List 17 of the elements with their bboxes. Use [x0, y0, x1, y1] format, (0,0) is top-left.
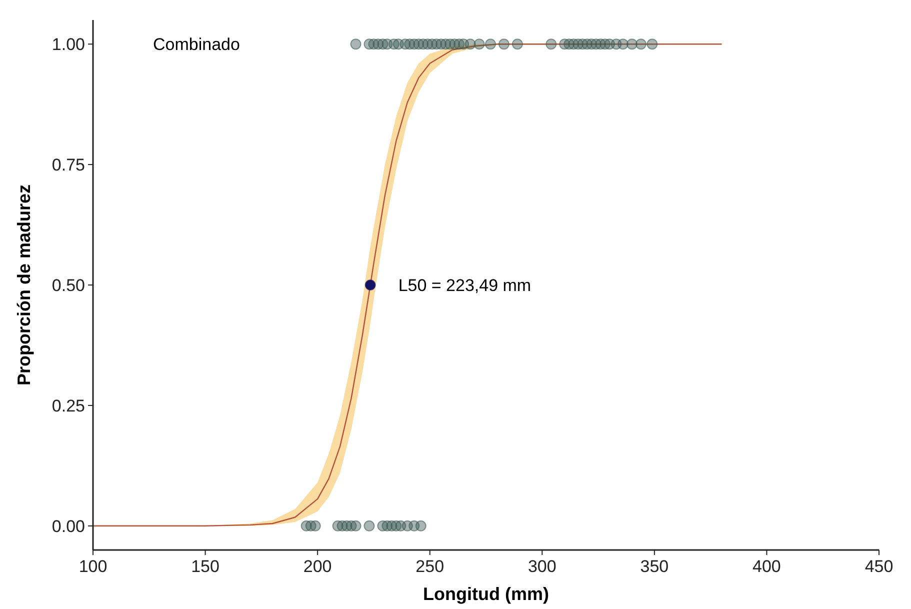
- x-tick-label: 150: [191, 557, 220, 576]
- y-tick-label: 0.25: [52, 396, 85, 416]
- x-tick-label: 350: [640, 557, 669, 576]
- y-tick-label: 0.00: [52, 516, 85, 536]
- x-tick-label: 200: [303, 557, 332, 576]
- annotation: L50 = 223,49 mm: [398, 276, 532, 295]
- annotation: Combinado: [153, 35, 240, 54]
- x-tick-label: 300: [528, 557, 556, 576]
- y-tick-label: 0.50: [52, 276, 85, 295]
- y-tick-label: 1.00: [52, 35, 85, 54]
- x-axis-title: Longitud (mm): [423, 584, 549, 604]
- x-tick-label: 250: [416, 557, 444, 576]
- y-axis-title: Proporción de madurez: [14, 184, 34, 386]
- y-tick-label: 0.75: [52, 155, 85, 174]
- x-tick-label: 400: [752, 557, 781, 576]
- x-tick-label: 100: [78, 557, 108, 576]
- x-tick-label: 450: [864, 557, 894, 576]
